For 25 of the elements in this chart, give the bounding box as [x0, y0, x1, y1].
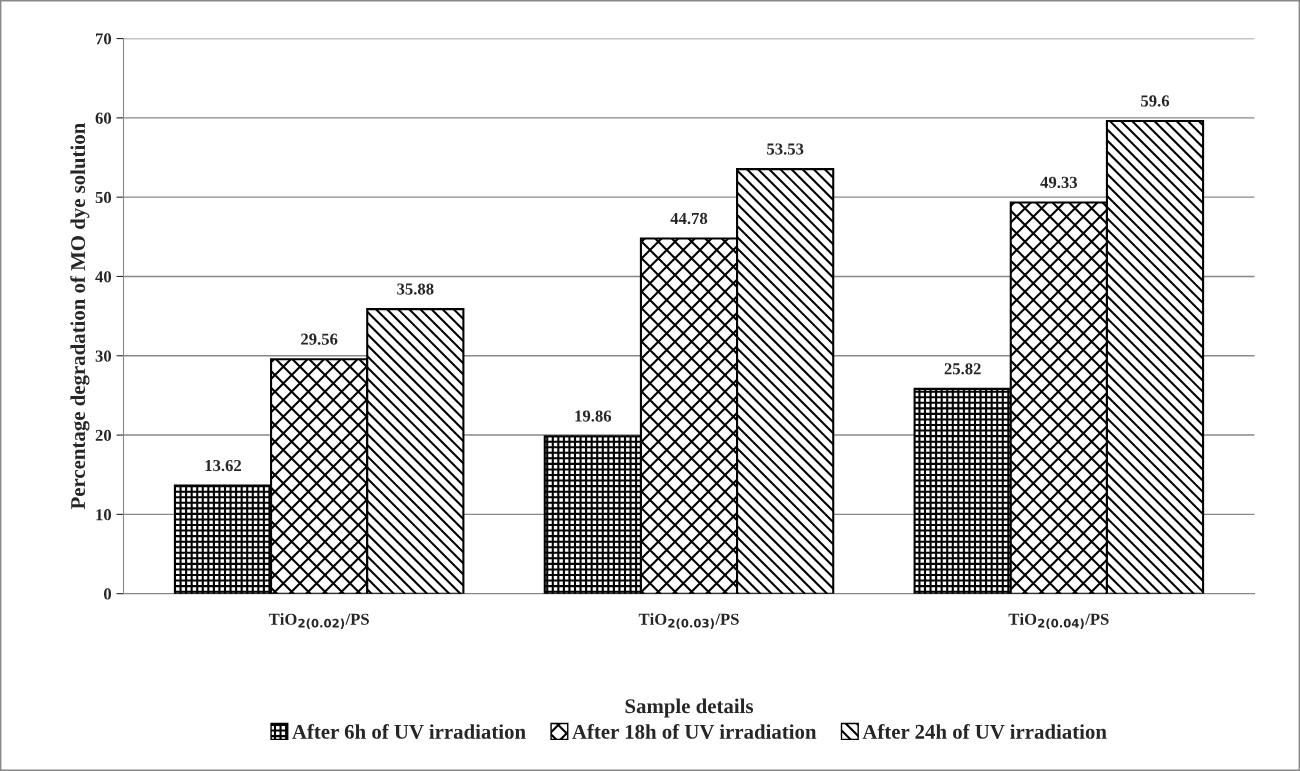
x-tick-label: TiO$_{2(0.03)}$/PS	[638, 613, 739, 629]
x-tick-label: TiO$_{2(0.04)}$/PS	[1008, 613, 1109, 629]
y-tick-label: 50	[95, 191, 112, 204]
y-tick-label: 60	[95, 112, 112, 124]
data-label: 53.53	[767, 143, 804, 155]
x-tick-label: TiO$_{2(0.02)}$/PS	[268, 613, 369, 629]
data-label: 49.33	[1040, 176, 1078, 189]
y-axis-title: Percentage degradation of MO dye solution	[70, 123, 90, 510]
data-label: 29.56	[301, 333, 338, 345]
y-tick-label: 10	[96, 509, 112, 521]
legend-label: After 24h of UV irradiation	[862, 723, 1107, 739]
y-tick-label: 0	[104, 588, 112, 600]
data-label: 59.6	[1141, 95, 1170, 107]
legend-label: After 18h of UV irradiation	[572, 723, 817, 739]
data-label: 13.62	[205, 459, 242, 472]
data-label: 44.78	[670, 212, 708, 225]
data-label: 35.88	[397, 283, 434, 295]
y-tick-label: 30	[95, 350, 112, 362]
legend-label: After 6h of UV irradiation	[292, 723, 526, 739]
x-axis-title: Sample details	[625, 698, 754, 718]
y-tick-label: 70	[95, 33, 112, 45]
y-tick-label: 20	[95, 429, 112, 442]
y-tick-label: 40	[95, 271, 112, 283]
data-label: 25.82	[944, 363, 981, 375]
data-label: 19.86	[575, 410, 612, 422]
